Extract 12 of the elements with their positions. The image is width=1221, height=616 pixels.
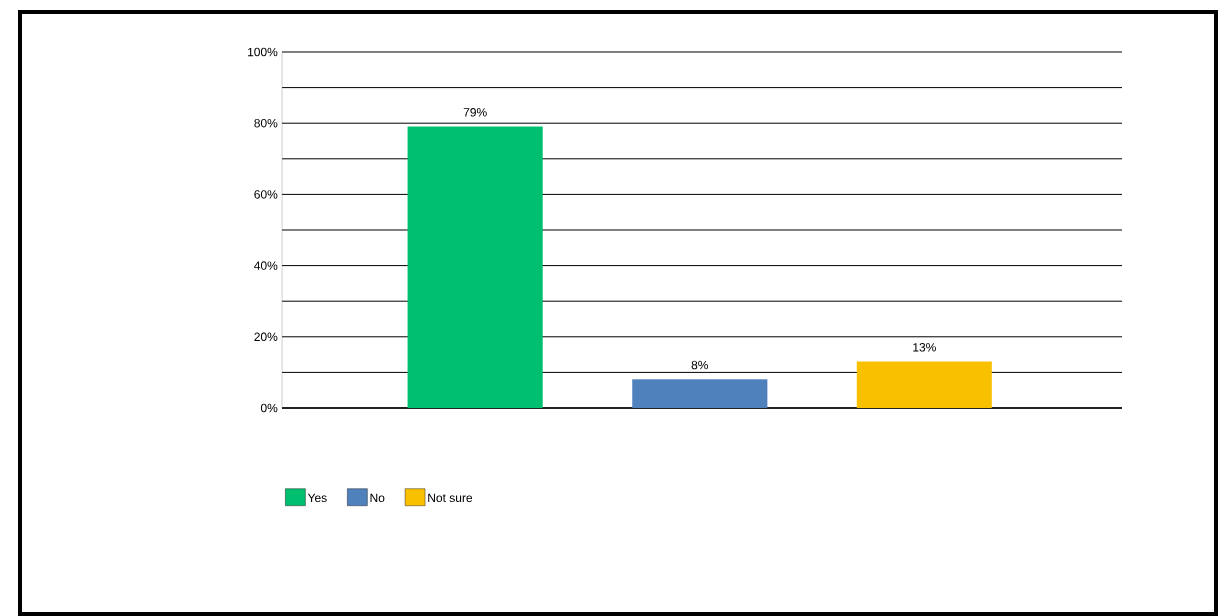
legend-label: Yes <box>307 493 327 503</box>
data-label: 8% <box>691 360 709 370</box>
y-tick-label: 100% <box>248 47 278 57</box>
y-tick-label: 60% <box>254 190 278 199</box>
data-label: 79% <box>463 108 487 117</box>
y-tick-label: 80% <box>254 118 278 128</box>
y-tick-label: 0% <box>260 403 278 413</box>
y-tick-label: 20% <box>254 332 278 342</box>
legend-label: Not sure <box>428 493 473 503</box>
y-tick-label: 40% <box>254 261 278 270</box>
legend-label: No <box>370 493 385 503</box>
data-label: 13% <box>913 343 936 352</box>
